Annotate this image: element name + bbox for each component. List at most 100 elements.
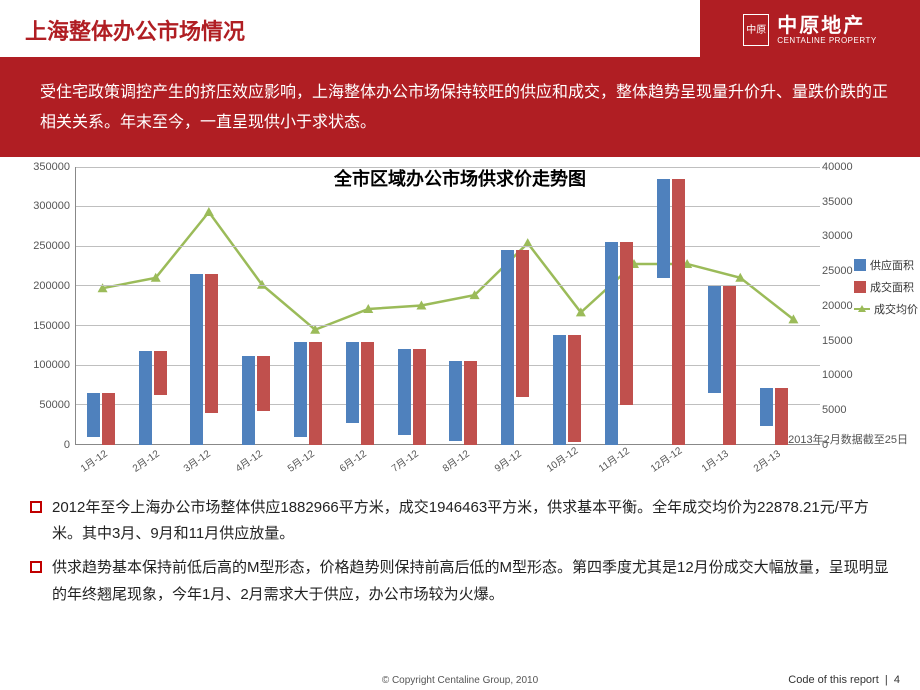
bullet-marker-icon (30, 501, 42, 513)
y-right-tick: 10000 (822, 369, 892, 381)
y-right-tick: 40000 (822, 161, 892, 173)
bar-group (346, 342, 374, 445)
bar-supply (398, 349, 411, 435)
report-code: Code of this report | 4 (788, 674, 900, 686)
y-right-tick: 15000 (822, 335, 892, 347)
chart-legend: 供应面积 成交面积 成交均价 (854, 257, 918, 323)
y-left-tick: 350000 (0, 161, 70, 173)
y-right-tick: 30000 (822, 230, 892, 242)
bar-group (760, 388, 788, 445)
y-left-tick: 250000 (0, 240, 70, 252)
bar-deal (257, 356, 270, 412)
bar-group (605, 242, 633, 445)
bar-supply (657, 179, 670, 278)
y-left-tick: 150000 (0, 320, 70, 332)
x-tick-label: 10月-12 (543, 442, 581, 475)
y-left-tick: 200000 (0, 280, 70, 292)
bar-supply (242, 356, 255, 445)
x-axis-labels: 1月-12 2月-12 3月-12 4月-12 5月-12 6月-12 7月-12 8月-12… (75, 447, 820, 487)
bar-deal (672, 179, 685, 445)
y-right-tick: 35000 (822, 196, 892, 208)
bar-group (553, 335, 581, 445)
bullet-list: 2012年至今上海办公市场整体供应1882966平方米，成交1946463平方米… (0, 487, 920, 608)
bar-deal (516, 250, 529, 397)
bullet-text: 供求趋势基本保持前低后高的M型形态，价格趋势则保持前高后低的M型形态。第四季度尤… (52, 555, 890, 608)
bar-supply (139, 351, 152, 445)
bar-supply (553, 335, 566, 445)
bar-deal (413, 349, 426, 444)
legend-line-price (854, 308, 870, 310)
copyright-text: © Copyright Centaline Group, 2010 (0, 675, 920, 686)
bar-supply (449, 361, 462, 440)
bullet-text: 2012年至今上海办公市场整体供应1882966平方米，成交1946463平方米… (52, 495, 890, 548)
legend-swatch-deal (854, 281, 866, 293)
x-tick-label: 2月-13 (750, 445, 783, 475)
bar-group (294, 342, 322, 445)
x-tick-label: 3月-12 (180, 445, 213, 475)
intro-text: 受住宅政策调控产生的挤压效应影响，上海整体办公市场保持较旺的供应和成交，整体趋势… (0, 60, 920, 157)
x-tick-label: 2月-12 (128, 445, 161, 475)
x-tick-label: 11月-12 (594, 442, 631, 474)
legend-price: 成交均价 (854, 301, 918, 317)
bar-group (398, 349, 426, 444)
bar-deal (620, 242, 633, 405)
bar-group (139, 351, 167, 445)
x-tick-label: 1月-12 (77, 445, 110, 475)
x-tick-label: 7月-12 (387, 445, 420, 475)
chart-footnote: 2013年2月数据截至25日 (788, 431, 908, 447)
logo-cn: 中原地产 (777, 15, 876, 37)
bar-group (190, 274, 218, 445)
supply-demand-chart: 全市区域办公市场供求价走势图 0500001000001500002000002… (0, 157, 920, 487)
bar-group (449, 361, 477, 444)
bar-supply (190, 274, 203, 445)
legend-supply: 供应面积 (854, 257, 918, 273)
legend-deal: 成交面积 (854, 279, 918, 295)
bar-deal (464, 361, 477, 444)
bars-layer (75, 167, 820, 445)
bar-supply (294, 342, 307, 437)
bar-supply (708, 286, 721, 393)
y-left-tick: 300000 (0, 200, 70, 212)
bullet-marker-icon (30, 561, 42, 573)
slide-footer: © Copyright Centaline Group, 2010 Code o… (0, 675, 920, 686)
bar-deal (723, 286, 736, 445)
bar-deal (205, 274, 218, 413)
y-left-tick: 0 (0, 439, 70, 451)
x-tick-label: 4月-12 (232, 445, 265, 475)
bar-group (242, 356, 270, 445)
bar-group (87, 393, 115, 445)
x-tick-label: 8月-12 (439, 445, 472, 475)
x-tick-label: 6月-12 (335, 445, 368, 475)
bar-deal (154, 351, 167, 395)
bar-group (708, 286, 736, 445)
bar-supply (87, 393, 100, 437)
bar-group (657, 179, 685, 445)
y-left-tick: 50000 (0, 399, 70, 411)
bar-supply (605, 242, 618, 445)
bar-supply (760, 388, 773, 426)
bar-group (501, 250, 529, 445)
bar-deal (102, 393, 115, 445)
y-axis-left: 0500001000001500002000002500003000003500… (0, 167, 70, 445)
x-tick-label: 1月-13 (698, 445, 731, 475)
title-underline (0, 57, 920, 60)
x-tick-label: 5月-12 (284, 445, 317, 475)
bar-deal (309, 342, 322, 445)
legend-swatch-supply (854, 259, 866, 271)
logo-en: CENTALINE PROPERTY (777, 37, 876, 46)
bar-supply (346, 342, 359, 423)
x-tick-label: 12月-12 (646, 442, 684, 475)
bar-supply (501, 250, 514, 445)
bullet-item: 2012年至今上海办公市场整体供应1882966平方米，成交1946463平方米… (30, 495, 890, 548)
logo-icon: 中原 (743, 14, 769, 46)
bar-deal (568, 335, 581, 442)
page-title: 上海整体办公市场情况 (0, 14, 245, 46)
x-tick-label: 9月-12 (491, 445, 524, 475)
slide-header: 上海整体办公市场情况 中原 中原地产 CENTALINE PROPERTY (0, 0, 920, 60)
bullet-item: 供求趋势基本保持前低后高的M型形态，价格趋势则保持前高后低的M型形态。第四季度尤… (30, 555, 890, 608)
bar-deal (775, 388, 788, 445)
brand-logo: 中原 中原地产 CENTALINE PROPERTY (700, 0, 920, 60)
y-left-tick: 100000 (0, 359, 70, 371)
bar-deal (361, 342, 374, 445)
y-right-tick: 5000 (822, 404, 892, 416)
